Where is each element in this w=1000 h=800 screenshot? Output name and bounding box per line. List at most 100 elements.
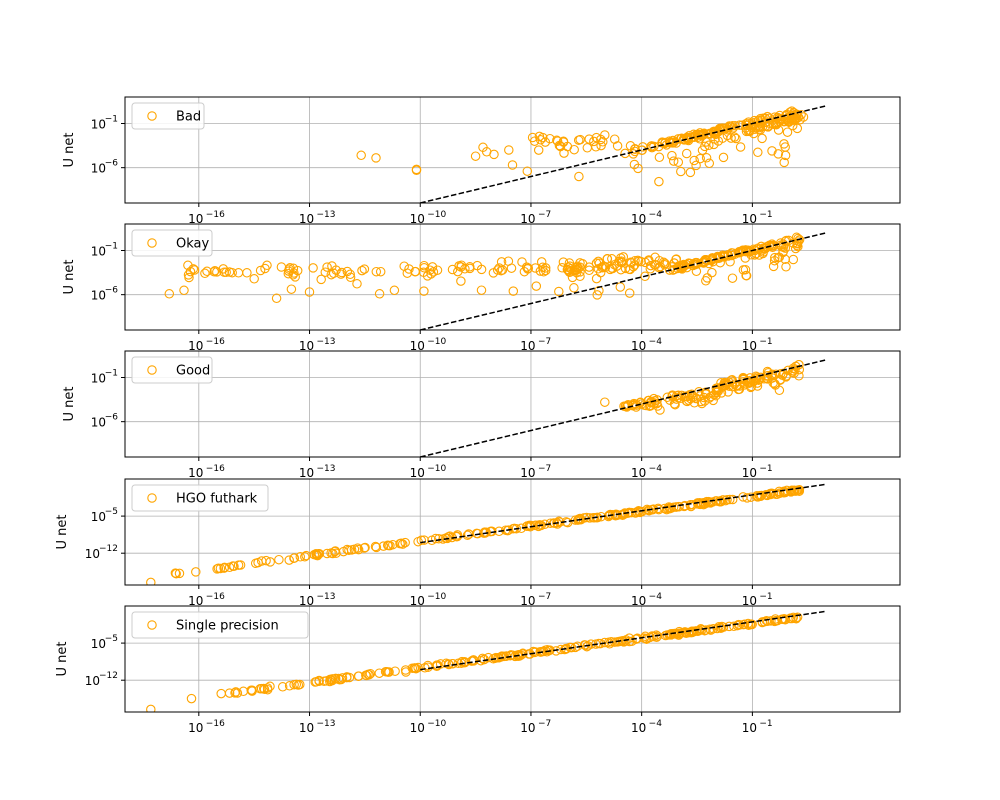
data-point — [396, 538, 406, 548]
data-point — [571, 264, 582, 275]
data-point — [258, 683, 269, 694]
data-point — [725, 257, 735, 267]
data-point — [527, 132, 538, 143]
data-point — [503, 525, 514, 535]
data-point — [690, 259, 701, 269]
data-point — [695, 153, 705, 164]
data-point — [224, 267, 235, 277]
data-point — [691, 160, 701, 171]
x-tick-label: 10 — [410, 721, 425, 735]
data-point — [741, 270, 751, 281]
data-point — [384, 667, 394, 677]
x-tick-label: 10 — [188, 721, 203, 735]
data-point — [256, 556, 267, 566]
data-point — [582, 641, 592, 652]
data-point — [262, 260, 272, 271]
x-tick-label: 10 — [520, 721, 535, 735]
x-tick-label: 10 — [188, 339, 203, 353]
data-point — [696, 396, 706, 407]
data-point — [432, 265, 443, 275]
data-point — [435, 659, 446, 669]
axes-frame — [124, 478, 901, 586]
y-tick-label: 10 — [85, 547, 100, 561]
x-tick-label: 10 — [299, 594, 314, 608]
data-point — [779, 157, 789, 168]
x-tick-label: 10 — [742, 594, 757, 608]
reference-line — [420, 483, 827, 544]
data-point — [353, 544, 364, 555]
data-point — [336, 269, 346, 279]
data-point — [668, 156, 679, 166]
data-point — [289, 679, 299, 690]
data-point — [691, 266, 702, 277]
x-tick-exponent: −10 — [427, 210, 446, 220]
data-point — [357, 265, 367, 276]
data-point — [591, 142, 601, 152]
legend-marker — [147, 620, 157, 630]
data-point — [729, 621, 739, 632]
data-point — [715, 622, 726, 633]
x-tick-label: 10 — [742, 212, 757, 226]
data-point — [326, 675, 336, 685]
data-point — [708, 126, 719, 137]
legend: HGO futhark — [131, 484, 269, 512]
data-point — [691, 393, 702, 403]
data-point — [235, 560, 246, 570]
data-point — [540, 263, 551, 273]
data-point — [761, 117, 771, 128]
data-point — [480, 528, 490, 538]
x-tick-label: 10 — [410, 339, 425, 353]
data-point — [778, 614, 788, 625]
data-point — [774, 385, 785, 396]
data-point — [250, 558, 261, 569]
data-point — [658, 257, 669, 268]
data-point — [712, 251, 723, 262]
x-tick-exponent: −4 — [649, 719, 663, 729]
data-point — [777, 370, 788, 381]
data-point — [687, 627, 698, 638]
data-point — [592, 290, 602, 300]
x-tick-exponent: −10 — [427, 464, 446, 474]
data-point — [756, 490, 767, 501]
data-point — [345, 272, 356, 283]
x-tick-label: 10 — [299, 339, 314, 353]
data-point — [497, 265, 508, 275]
data-point — [740, 253, 751, 263]
data-point — [352, 543, 363, 553]
legend-label: Okay — [176, 237, 209, 252]
data-point — [704, 140, 714, 151]
data-point — [354, 671, 364, 681]
data-point — [535, 647, 546, 657]
data-point — [337, 673, 348, 683]
y-tick-exponent: −5 — [105, 507, 118, 517]
legend: Okay — [131, 229, 213, 257]
data-point — [685, 167, 696, 178]
data-point — [591, 273, 602, 284]
data-point — [233, 268, 244, 278]
x-tick-label: 10 — [410, 212, 425, 226]
y-tick-label: 10 — [91, 245, 106, 259]
data-point — [216, 688, 226, 699]
data-point — [554, 286, 564, 297]
data-point — [681, 148, 692, 159]
data-point — [342, 266, 353, 277]
data-point — [704, 158, 715, 169]
data-point — [667, 150, 677, 161]
data-point — [397, 539, 408, 549]
data-point — [689, 155, 699, 166]
data-point — [735, 142, 746, 152]
data-point — [768, 261, 779, 272]
data-point — [400, 665, 411, 675]
data-point — [215, 563, 226, 574]
data-point — [725, 121, 736, 131]
data-point — [701, 153, 712, 163]
x-tick-exponent: −1 — [759, 719, 772, 729]
data-point — [316, 274, 326, 285]
data-point — [559, 644, 570, 655]
data-point — [314, 675, 324, 686]
data-point — [584, 134, 594, 144]
data-point — [612, 141, 623, 151]
data-point — [575, 134, 585, 145]
legend: Single precision — [131, 611, 309, 639]
